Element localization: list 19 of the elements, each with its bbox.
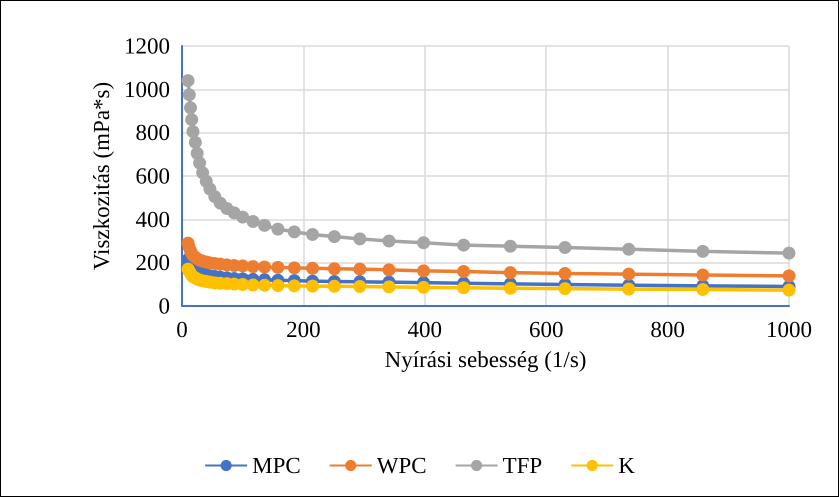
x-tick-label: 200 <box>286 317 321 342</box>
x-tick-label: 1000 <box>766 317 812 342</box>
legend-label: K <box>618 453 636 478</box>
x-tick-label: 0 <box>176 317 188 342</box>
x-tick-label: 800 <box>650 317 685 342</box>
legend-label: MPC <box>252 453 301 478</box>
y-tick-label: 800 <box>136 120 170 146</box>
y-axis-title: Viszkozitás (mPa*s) <box>89 82 114 270</box>
x-tick-label: 400 <box>408 317 442 342</box>
y-tick-label: 400 <box>136 206 170 232</box>
y-tick-label: 1200 <box>124 34 170 58</box>
y-tick-label: 600 <box>136 164 170 188</box>
y-tick-label: 1000 <box>124 76 170 102</box>
legend-label: WPC <box>376 453 427 478</box>
x-tick-label: 600 <box>528 317 564 342</box>
x-axis-title: Nyírási sebesség (1/s) <box>384 347 586 372</box>
y-tick-label: 200 <box>136 250 170 276</box>
y-tick-label: 0 <box>158 294 170 318</box>
legend-label: TFP <box>502 453 542 478</box>
